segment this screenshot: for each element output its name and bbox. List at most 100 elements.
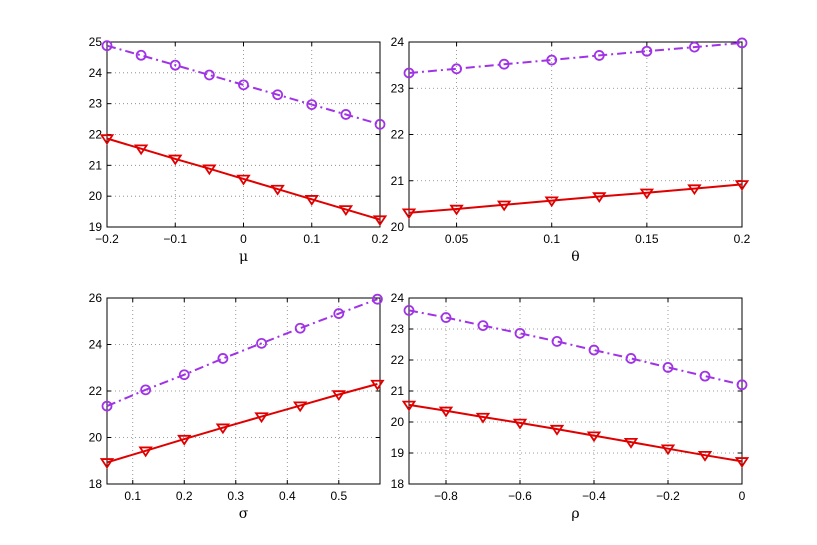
subplot-4: −0.8 −0.6 −0.4 −0.2 0 18 19 20 21 22 23 24 ρ [391,291,750,522]
triangle-marker [449,204,464,216]
x-axis-label: μ [239,249,248,265]
triangle-series-line [408,183,743,214]
x-tick-label: 0.3 [227,489,244,503]
triangle-marker [99,458,115,469]
circle-marker [140,384,152,396]
circle-marker [625,353,637,364]
subplot-1: −0.2 −0.1 0 0.1 0.2 19 20 21 22 23 24 25 μ [89,35,389,265]
circle-series [403,37,748,79]
x-tick-label: −0.2 [95,232,119,246]
circle-marker [135,49,147,61]
circle-marker [641,45,653,57]
triangle-series-line [408,403,743,463]
y-tick-label: 24 [89,338,103,352]
y-tick-label: 23 [89,97,103,111]
axes-box [408,297,743,485]
circle-marker [546,54,558,66]
circle-marker [374,118,386,130]
y-tick-label: 18 [391,477,405,491]
triangle-marker [215,423,231,435]
circle-series [101,40,386,130]
circle-marker [203,69,215,81]
x-tick-label: 0 [739,489,746,503]
triangle-marker [168,154,183,166]
x-tick-label: 0.2 [176,489,193,503]
x-tick-label: 0.1 [124,489,141,503]
y-tick-label: 20 [89,431,103,445]
triangle-marker [236,174,251,186]
y-tick-label: 21 [391,384,405,398]
x-tick-label: 0.1 [543,232,560,246]
circle-marker [403,67,415,79]
y-tick-label: 21 [89,158,103,172]
x-axis-label: ρ [571,506,579,522]
x-tick-label: 0.2 [372,232,389,246]
triangle-marker [338,205,354,216]
triangle-marker [697,450,713,462]
circle-marker [256,337,267,349]
x-tick-label: 0.15 [635,232,659,246]
y-tick-label: 19 [89,220,103,234]
triangle-marker [202,164,217,176]
y-tick-label: 22 [391,128,405,142]
x-tick-label: −0.1 [163,232,187,246]
x-tick-label: 0 [240,232,247,246]
circle-marker [178,369,190,381]
circle-marker [306,99,318,110]
circle-marker [217,353,229,364]
triangle-marker [592,192,607,204]
circle-marker [238,79,249,91]
triangle-series-line [106,383,378,464]
triangle-marker [270,184,285,196]
triangle-series-line [106,137,381,221]
circle-series-line [106,298,378,408]
triangle-marker [734,180,750,192]
circle-marker [101,400,113,412]
x-tick-label: −0.8 [434,489,458,503]
triangle-marker [475,412,491,424]
circle-marker [451,63,462,75]
triangle-marker [133,144,149,156]
y-tick-label: 20 [391,415,405,429]
x-axis-label: θ [571,249,579,265]
triangle-marker [401,208,417,220]
circle-marker [333,308,345,319]
circle-marker [588,344,600,356]
y-tick-label: 21 [391,174,405,188]
y-tick-label: 20 [391,220,405,234]
y-tick-label: 18 [89,477,103,491]
triangle-series [99,134,388,227]
triangle-marker [734,457,750,468]
x-tick-label: −0.6 [508,489,532,503]
circle-marker [593,50,605,61]
circle-marker [372,293,383,305]
x-axis-label: σ [239,506,249,522]
circle-marker [662,362,674,373]
circle-marker [699,370,711,382]
triangle-marker [623,437,639,449]
triangle-marker [177,434,192,446]
triangle-series [401,180,750,220]
circle-marker [169,59,181,71]
triangle-marker [370,379,385,391]
y-tick-label: 22 [89,384,103,398]
circle-marker [477,320,489,331]
y-tick-label: 23 [391,322,405,336]
circle-marker [689,41,700,53]
circle-series [101,293,383,412]
triangle-marker [512,418,528,430]
subplot-3: 0.1 0.2 0.3 0.4 0.5 18 20 22 24 26 σ [89,291,385,522]
circle-marker [736,379,748,391]
triangle-series [401,400,750,468]
circle-marker [736,37,748,49]
triangle-marker [687,184,702,196]
triangle-marker [292,401,308,413]
triangle-series [99,379,385,469]
y-tick-label: 20 [89,189,103,203]
x-tick-label: 0.2 [734,232,751,246]
triangle-marker [496,200,512,212]
triangle-marker [304,195,319,206]
triangle-marker [331,390,346,402]
x-tick-label: 0.5 [330,489,347,503]
